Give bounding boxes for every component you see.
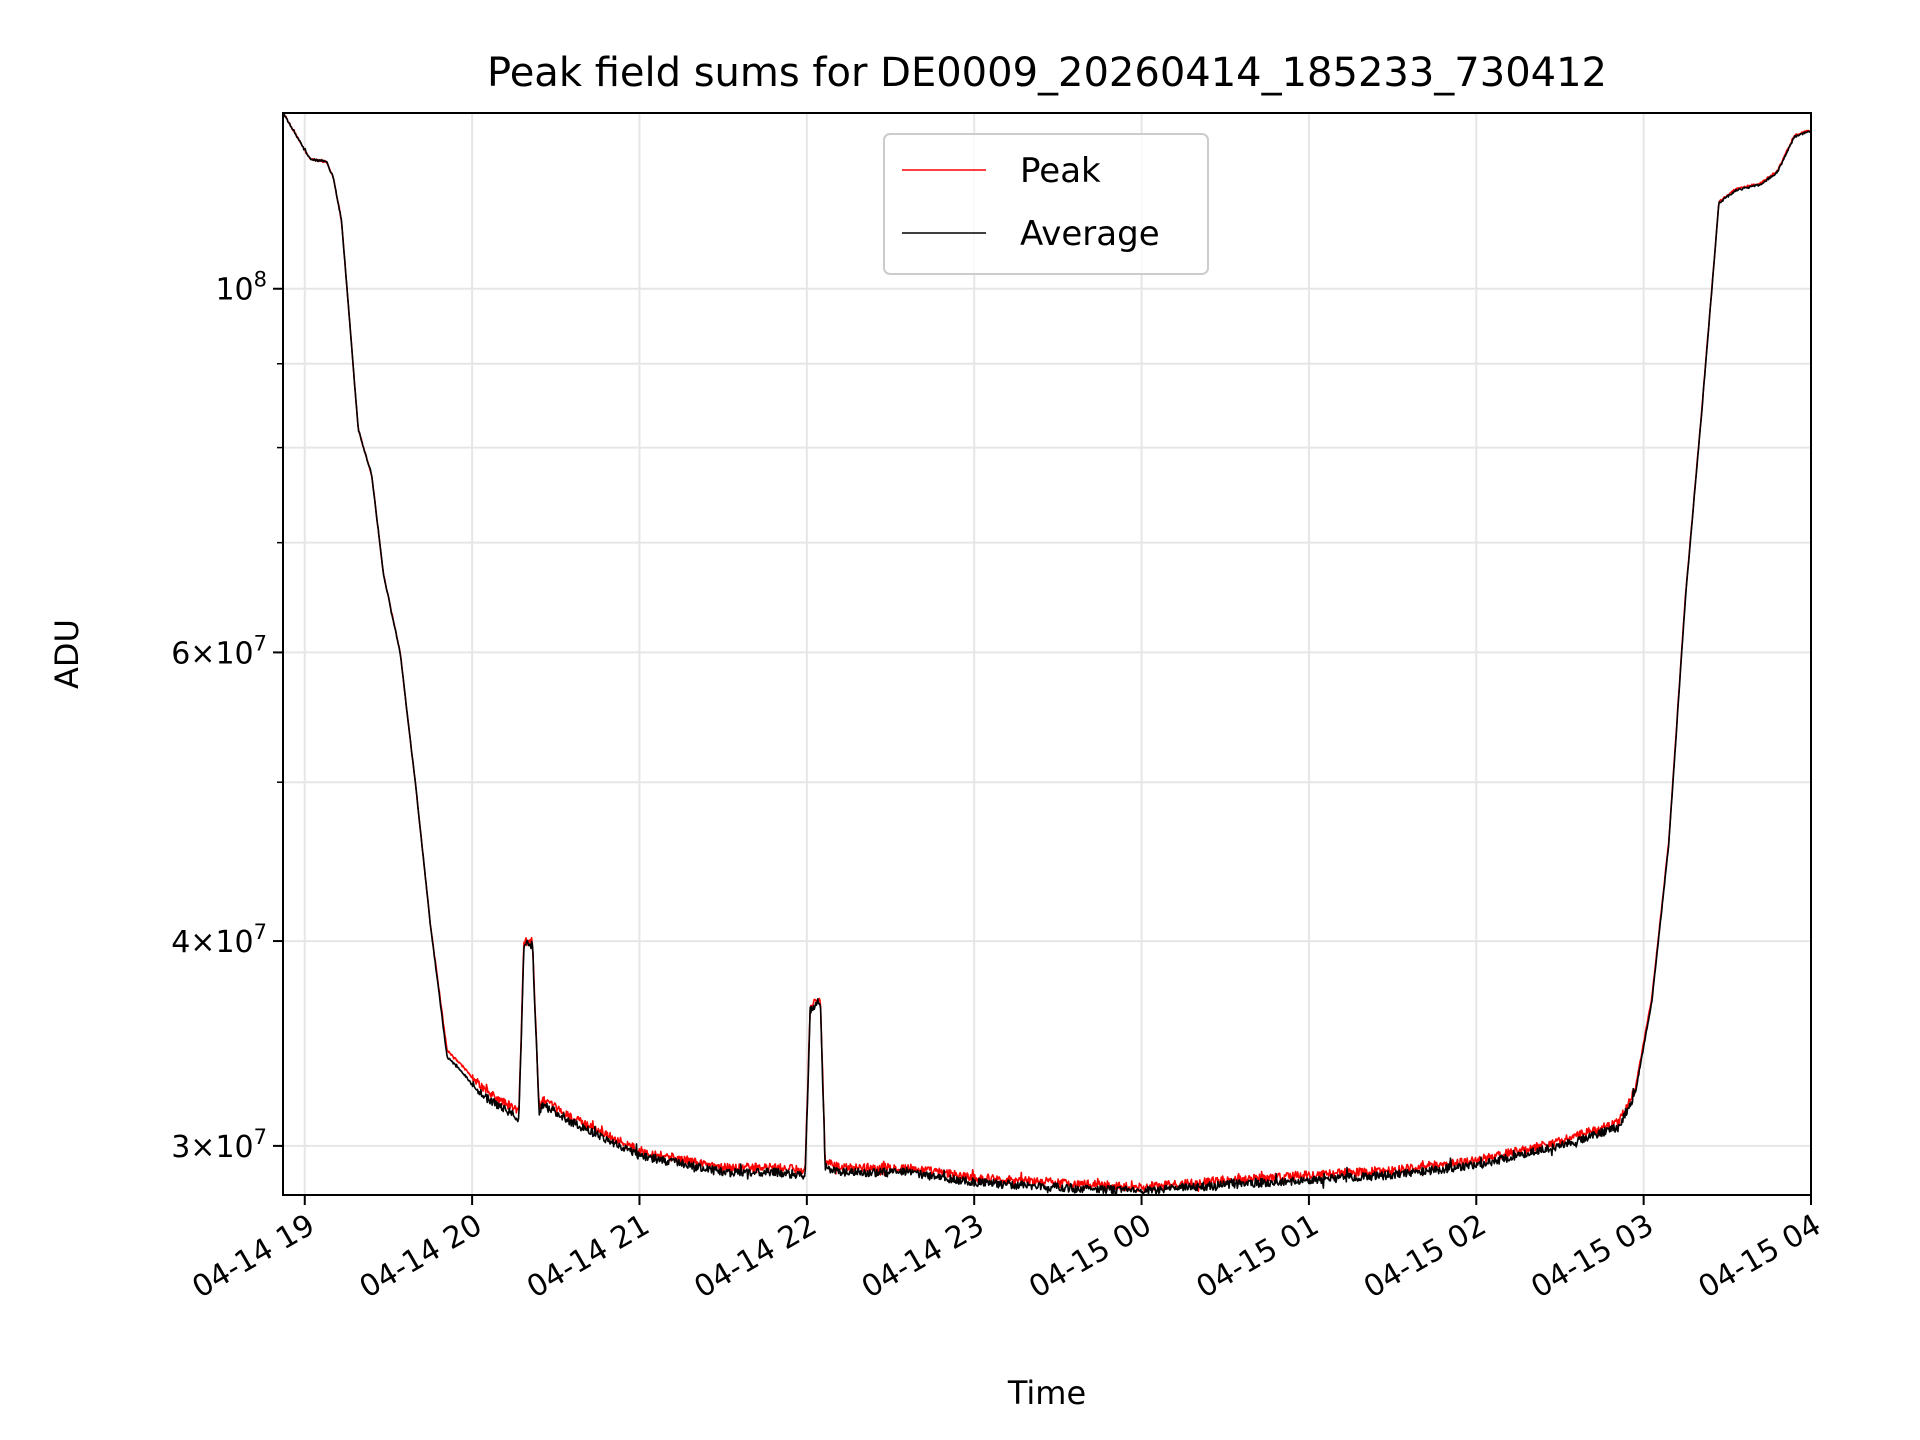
plot-area	[283, 113, 1811, 1195]
series-lines	[283, 113, 1811, 1195]
legend-label-average: Average	[1020, 214, 1160, 254]
y-tick-label: 108	[215, 268, 267, 308]
chart-title: Peak field sums for DE0009_20260414_1852…	[487, 50, 1607, 96]
legend-label-peak: Peak	[1020, 151, 1101, 191]
x-axis-title: Time	[1007, 1374, 1086, 1412]
y-axis-title: ADU	[48, 619, 86, 689]
y-axis-ticks: 3×107 4×107 6×107 108	[171, 268, 283, 1165]
y-tick-label: 6×107	[171, 631, 267, 671]
legend: Peak Average	[883, 133, 1209, 275]
y-tick-label: 4×107	[171, 920, 267, 960]
legend-box	[883, 133, 1209, 275]
y-tick-label: 3×107	[171, 1125, 267, 1165]
series-line-average	[283, 113, 1811, 1195]
plot-frame	[282, 112, 1812, 1196]
